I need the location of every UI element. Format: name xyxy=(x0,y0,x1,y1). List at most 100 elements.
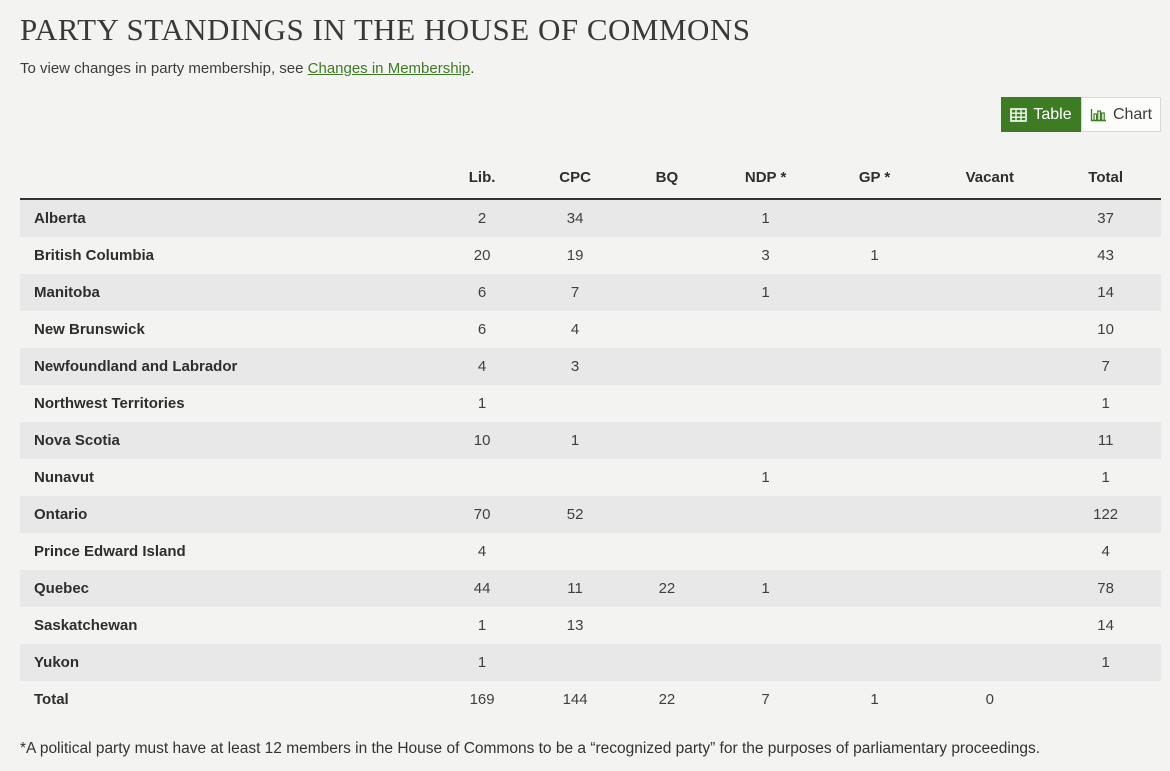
seat-count-cell: 20 xyxy=(473,247,491,264)
seat-count-cell xyxy=(820,274,930,311)
subtitle: To view changes in party membership, see… xyxy=(20,60,1161,77)
seat-count-cell: 37 xyxy=(1097,210,1114,227)
seat-count-cell: 34 xyxy=(566,210,584,227)
seat-count-cell: 122 xyxy=(1093,506,1119,523)
seat-count-cell: 7 xyxy=(761,691,770,708)
table-row: Quebec 44 11 22 1 78 xyxy=(20,570,1161,607)
seat-count-cell xyxy=(929,385,1050,422)
seat-count-cell xyxy=(622,496,711,533)
row-label: Manitoba xyxy=(34,284,100,301)
seat-count-cell: 1 xyxy=(870,691,879,708)
seat-count-cell xyxy=(622,311,711,348)
seat-count-cell: 6 xyxy=(477,321,487,338)
seat-count-cell xyxy=(528,533,623,570)
subtitle-text: To view changes in party membership, see xyxy=(20,60,308,77)
chart-icon xyxy=(1090,108,1107,122)
seat-count-cell: 1 xyxy=(1101,654,1110,671)
row-label: Newfoundland and Labrador xyxy=(34,358,238,375)
seat-count-cell xyxy=(622,533,711,570)
seat-count-cell xyxy=(711,311,819,348)
chart-view-button[interactable]: Chart xyxy=(1081,97,1161,132)
seat-count-cell: 6 xyxy=(477,284,487,301)
seat-count-cell xyxy=(929,533,1050,570)
seat-count-cell: 1 xyxy=(761,580,770,597)
header-row: Lib. CPC BQ NDP * GP * Vacant Total xyxy=(20,159,1161,200)
seat-count-cell xyxy=(622,199,711,237)
column-header: Vacant xyxy=(929,159,1051,200)
seat-count-cell: 78 xyxy=(1097,580,1114,597)
seat-count-cell: 0 xyxy=(985,691,994,708)
seat-count-cell xyxy=(622,348,711,385)
seat-count-cell xyxy=(929,274,1050,311)
table-row: Nunavut 1 1 xyxy=(20,459,1161,496)
column-header: GP * xyxy=(819,159,930,200)
row-label: Yukon xyxy=(34,654,80,671)
seat-count-cell xyxy=(711,644,819,681)
seat-count-cell: 14 xyxy=(1097,617,1114,634)
seat-count-cell xyxy=(711,607,819,644)
seat-count-cell xyxy=(622,644,711,681)
seat-count-cell xyxy=(622,237,711,274)
table-row: Yukon 1 1 xyxy=(20,644,1161,681)
table-row: Alberta 2 34 1 37 xyxy=(20,199,1161,237)
seat-count-cell: 11 xyxy=(1097,432,1114,449)
seat-count-cell: 1 xyxy=(477,654,487,671)
table-icon xyxy=(1010,107,1028,122)
seat-count-cell xyxy=(820,644,930,681)
seat-count-cell xyxy=(711,422,819,459)
table-row: Northwest Territories 1 1 xyxy=(20,385,1161,422)
seat-count-cell xyxy=(820,570,930,607)
seat-count-cell: 144 xyxy=(562,691,588,708)
seat-count-cell xyxy=(820,533,930,570)
table-row: Nova Scotia 10 1 11 xyxy=(20,422,1161,459)
seat-count-cell xyxy=(929,311,1050,348)
changes-in-membership-link[interactable]: Changes in Membership xyxy=(307,60,471,77)
table-row: New Brunswick 6 4 10 xyxy=(20,311,1161,348)
column-header: Lib. xyxy=(436,159,528,200)
row-label: Prince Edward Island xyxy=(34,543,186,560)
seat-count-cell xyxy=(711,385,819,422)
row-label-header xyxy=(20,159,437,200)
seat-count-cell xyxy=(528,459,623,496)
seat-count-cell: 1 xyxy=(761,210,770,227)
seat-count-cell: 1 xyxy=(761,284,770,301)
seat-count-cell: 3 xyxy=(570,358,580,375)
subtitle-period: . xyxy=(470,60,475,77)
seat-count-cell xyxy=(622,422,711,459)
seat-count-cell xyxy=(528,385,623,422)
seat-count-cell xyxy=(820,496,930,533)
seat-count-cell xyxy=(528,644,623,681)
seat-count-cell: 44 xyxy=(473,580,491,597)
seat-count-cell: 1 xyxy=(570,432,580,449)
table-row: Ontario 70 52 122 xyxy=(20,496,1161,533)
seat-count-cell xyxy=(436,459,527,496)
party-standings-table: Lib. CPC BQ NDP * GP * Vacant Total Alberta 2 34… xyxy=(20,159,1161,718)
seat-count-cell: 43 xyxy=(1097,247,1114,264)
seat-count-cell: 1 xyxy=(477,395,487,412)
seat-count-cell: 70 xyxy=(473,506,491,523)
column-header: NDP * xyxy=(711,159,820,200)
footnote: *A political party must have at least 12… xyxy=(20,740,1041,757)
seat-count-cell: 2 xyxy=(477,210,487,227)
table-button-label: Table xyxy=(1033,105,1072,123)
row-label: Ontario xyxy=(34,506,88,523)
table-row: British Columbia 20 19 3 1 43 xyxy=(20,237,1161,274)
table-row: Prince Edward Island 4 4 xyxy=(20,533,1161,570)
row-label: British Columbia xyxy=(34,247,155,264)
seat-count-cell xyxy=(929,348,1050,385)
seat-count-cell xyxy=(929,459,1050,496)
seat-count-cell: 3 xyxy=(761,247,770,264)
seat-count-cell: 4 xyxy=(477,543,487,560)
seat-count-cell xyxy=(929,607,1050,644)
page-title: PARTY STANDINGS IN THE HOUSE OF COMMONS xyxy=(20,12,751,47)
seat-count-cell xyxy=(820,348,930,385)
seat-count-cell: 11 xyxy=(567,580,583,597)
seat-count-cell xyxy=(929,570,1050,607)
seat-count-cell xyxy=(929,496,1050,533)
table-view-button[interactable]: Table xyxy=(1001,97,1081,132)
seat-count-cell: 10 xyxy=(1097,321,1114,338)
seat-count-cell xyxy=(622,459,711,496)
seat-count-cell xyxy=(711,348,819,385)
seat-count-cell xyxy=(820,199,930,237)
